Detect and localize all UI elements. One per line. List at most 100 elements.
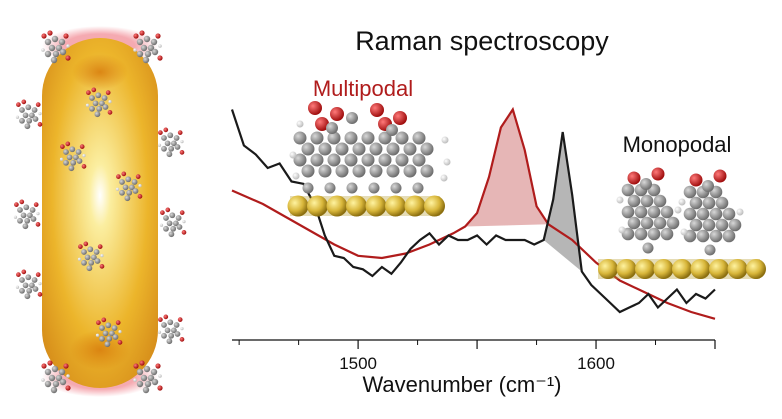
carbon-atom [344,153,358,167]
hydrogen-atom [616,196,624,204]
nanorod-body [42,38,158,388]
oxygen-atom [158,317,163,322]
gold-atom [307,195,328,217]
carbon-atom [171,140,177,147]
hydrogen-atom [618,226,626,234]
carbon-atom [29,112,35,119]
series-line-monopodal [230,109,716,314]
oxygen-atom [96,320,101,325]
peak-fill-multipodal [465,109,549,227]
x-axis: 1500 1600 Wavenumber (cm⁻¹) [232,339,716,397]
oxygen-atom [133,363,139,369]
oxygen-atom [65,141,71,147]
hydrogen-atom [133,48,137,52]
oxygen-atom [651,167,665,181]
carbon-atom [161,145,167,152]
oxygen-atom [91,87,97,93]
carbon-atom [403,164,417,178]
carbon-atom [81,259,87,266]
oxygen-atom [86,90,91,95]
carbon-atom [176,224,183,230]
carbon-atom [48,374,56,382]
carbon-atom [86,265,93,272]
carbon-atom [44,368,52,376]
oxygen-atom [165,207,171,213]
oxygen-atom [21,269,27,275]
carbon-atom [150,38,158,46]
hydrogen-atom [41,378,45,382]
carbon-atom [704,244,716,256]
hydrogen-atom [158,44,162,48]
hydrogen-atom [13,215,18,219]
carbon-atom [169,212,176,219]
oxygen-atom [16,272,21,277]
carbon-atom [420,164,434,178]
carbon-atom [653,194,667,208]
oxygen-atom [177,317,183,322]
carbon-atom [715,218,729,232]
oxygen-atom [121,171,127,177]
carbon-atom [634,205,648,219]
adsorbed-molecule [159,207,187,238]
gold-atom [727,259,748,279]
carbon-atom [96,105,103,112]
carbon-atom [81,249,87,255]
oxygen-atom [35,102,41,107]
nanorod-molecules [13,30,187,394]
adsorbed-molecule [59,141,87,172]
oxygen-atom [713,169,727,183]
carbon-atom [666,216,680,230]
carbon-atom [84,254,91,261]
oxygen-atom [177,130,183,135]
gold-atom [598,259,618,279]
adsorbed-molecule [115,171,143,202]
carbon-atom [722,229,736,243]
hydrogen-atom [115,187,120,191]
carbon-atom [93,249,100,255]
carbon-atom [25,104,32,111]
carbon-atom [32,286,39,292]
oxygen-atom [115,320,121,325]
oxygen-atom [105,90,111,95]
carbon-atom [52,380,60,388]
oxygen-atom [137,194,143,199]
carbon-atom [709,207,723,221]
adsorbed-molecule [41,30,71,64]
carbon-atom [683,185,697,199]
adsorbed-molecule [133,30,163,64]
adsorbed-molecule [95,317,123,348]
carbon-atom [112,334,119,340]
hydrogen-atom [443,158,451,166]
hydrogen-atom [41,48,45,52]
carbon-atom [132,188,139,194]
hydrogen-atom [292,172,300,180]
carbon-atom [167,132,174,139]
carbon-atom [318,142,332,156]
carbon-atom [50,56,58,64]
gold-atom [385,195,406,217]
hydrogen-atom [118,329,122,334]
carbon-atom [166,151,173,158]
oxygen-atom [33,202,39,207]
hydrogen-atom [289,151,297,159]
oxygen-atom [19,199,25,205]
hydrogen-atom [133,378,137,382]
carbon-atom [99,325,105,331]
adsorbed-molecule [133,360,163,394]
carbon-atom [22,112,29,119]
carbon-atom [702,196,716,210]
carbon-atom [660,227,674,241]
hydrogen-atom [180,326,184,331]
carbon-atom [68,165,75,172]
carbon-atom [326,122,338,134]
gold-atom [287,195,309,217]
carbon-atom [99,335,105,342]
carbon-atom [140,44,148,52]
carbon-atom [696,207,710,221]
carbon-atom [301,164,315,178]
carbon-atom [19,287,25,294]
carbon-atom [346,182,358,194]
carbon-atom [73,154,79,161]
carbon-atom [386,164,400,178]
carbon-atom [99,100,105,107]
